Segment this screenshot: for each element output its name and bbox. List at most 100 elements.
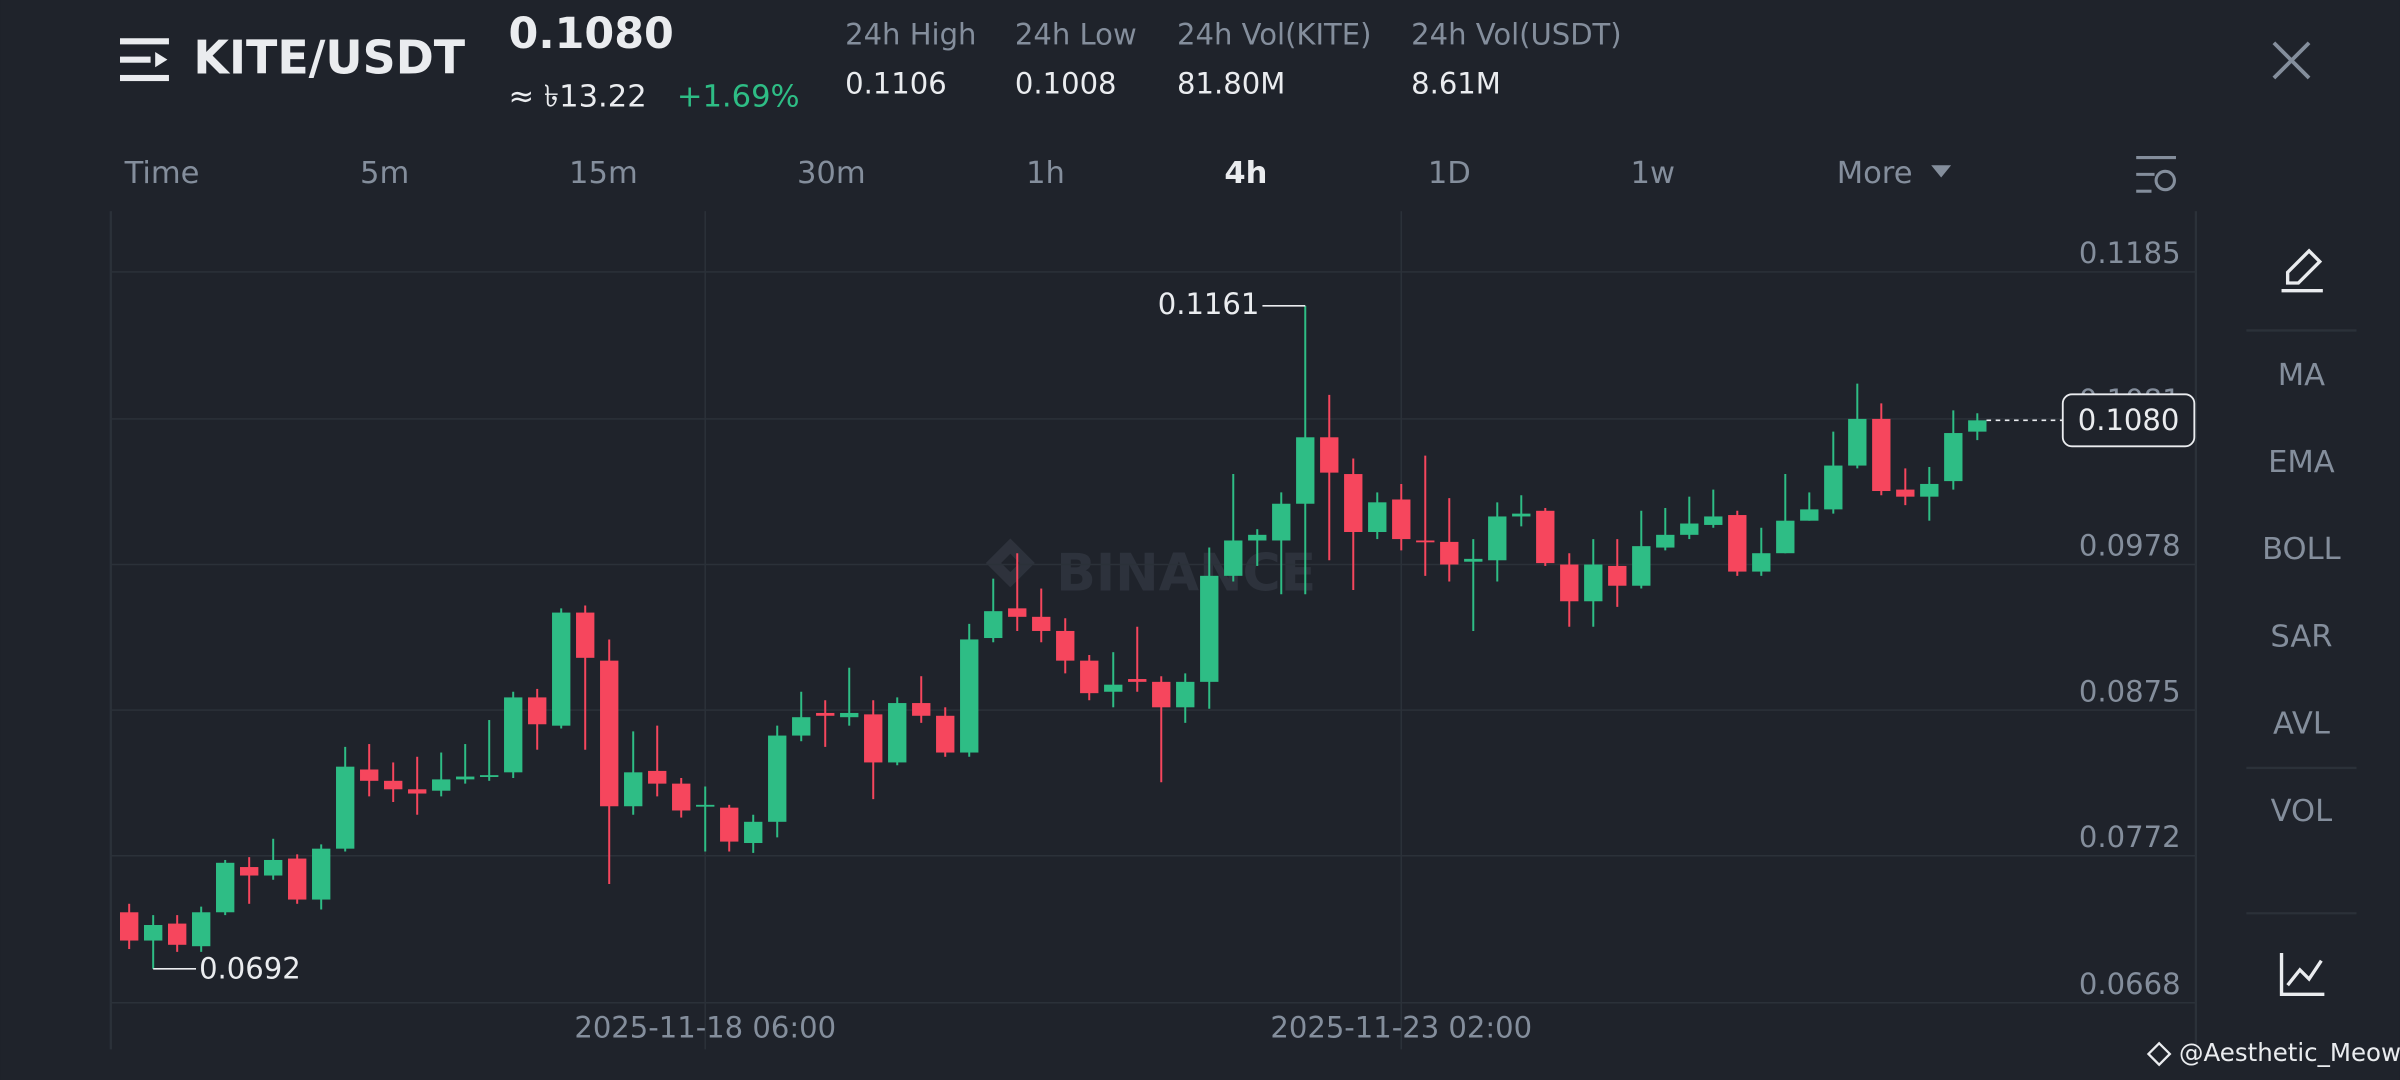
x-tick-label: 2025-11-18 06:00 [574, 1011, 836, 1045]
stat-label: 24h Vol(KITE) [1177, 18, 1371, 52]
candles [120, 305, 1987, 969]
candle-body [1464, 558, 1483, 562]
candle-body [1032, 616, 1051, 631]
indicator-button[interactable]: SAR [2270, 619, 2332, 654]
menu-bar [120, 74, 169, 82]
indicator-button[interactable]: MA [2278, 358, 2325, 393]
candle-body [1272, 503, 1291, 541]
menu-bar [120, 38, 169, 45]
min-label: 0.0692 [199, 951, 301, 985]
candle-body [1344, 474, 1363, 533]
candle-body [936, 715, 955, 753]
candle-body [1176, 681, 1195, 708]
indicator-list: MA EMA BOLL SAR AVL VOL [2262, 358, 2341, 829]
indicator-button[interactable]: AVL [2273, 707, 2330, 742]
candle-body [1896, 489, 1915, 497]
candle-body [1128, 679, 1147, 682]
candle-body [1656, 534, 1675, 548]
y-tick-label: 0.1185 [2079, 236, 2181, 270]
candle-body [1776, 520, 1795, 554]
candle-body [1944, 433, 1963, 482]
candle-body [768, 735, 787, 822]
y-tick-label: 0.0772 [2079, 820, 2181, 854]
interval-tab[interactable]: 1D [1428, 156, 1471, 191]
candle-body [1608, 565, 1627, 586]
chart-style-icon[interactable] [2279, 953, 2325, 997]
candle-body [264, 859, 283, 876]
interval-tab[interactable]: 1h [1026, 156, 1065, 191]
indicator-button[interactable]: VOL [2271, 794, 2333, 829]
candle-body [1416, 540, 1435, 543]
indicator-button[interactable]: BOLL [2262, 532, 2341, 567]
price-tag [2061, 393, 2196, 448]
stat-label: 24h Vol(USDT) [1411, 18, 1622, 52]
indicator-button[interactable]: EMA [2268, 445, 2335, 480]
candle-body [984, 611, 1003, 639]
candle-body [384, 780, 403, 790]
candle-body [408, 789, 427, 794]
candle-body [120, 912, 139, 941]
candle-body [552, 612, 571, 726]
y-tick-label: 0.0875 [2079, 674, 2181, 708]
candle-body [480, 775, 499, 777]
candle-body [360, 769, 379, 781]
close-button[interactable] [2272, 41, 2311, 80]
interval-tab[interactable]: 1w [1631, 156, 1675, 191]
price-tag-label: 0.1080 [2078, 403, 2180, 437]
grid: 0.11850.10810.09780.08750.07720.06682025… [110, 211, 2196, 1050]
menu-icon[interactable] [120, 38, 169, 82]
candle-body [168, 923, 187, 945]
candle-body [696, 804, 715, 807]
draw-tool[interactable] [2281, 248, 2323, 293]
candle-body [1392, 499, 1411, 540]
interval-tab[interactable]: More [1837, 156, 1913, 191]
candle-body [1920, 483, 1939, 497]
pair-name[interactable]: KITE/USDT [193, 31, 465, 85]
y-tick-label: 0.0668 [2079, 967, 2181, 1001]
watermark-logo [985, 538, 1035, 588]
interval-tab[interactable]: 15m [569, 156, 638, 191]
stat-value: 0.1106 [845, 67, 947, 101]
candle-body [1800, 509, 1819, 521]
candle-body [336, 766, 355, 849]
interval-tab[interactable]: 30m [797, 156, 866, 191]
interval-tab[interactable]: Time [124, 156, 200, 191]
credit-logo [2146, 1041, 2172, 1067]
candle-body [1704, 516, 1723, 525]
x-tick-label: 2025-11-23 02:00 [1270, 1011, 1532, 1045]
candle-body [1560, 564, 1579, 602]
pencil [2285, 248, 2323, 285]
candle-body [720, 807, 739, 842]
candle-body [1512, 513, 1531, 517]
candle-body [1080, 660, 1099, 694]
candle-body [456, 776, 475, 780]
icon-stroke [2154, 169, 2176, 192]
candle-body [144, 925, 163, 941]
stat-value: 8.61M [1411, 67, 1501, 101]
candle-body [600, 660, 619, 807]
candle-body [432, 779, 451, 791]
candle-body [648, 770, 667, 784]
candle-body [1152, 681, 1171, 708]
settings-icon[interactable] [2136, 156, 2176, 193]
y-tick-label: 0.0978 [2079, 529, 2181, 563]
candle-body [528, 697, 547, 725]
interval-tab[interactable]: 4h [1224, 156, 1267, 191]
max-label: 0.1161 [1158, 287, 1260, 321]
candle-body [1200, 575, 1219, 682]
price-change: +1.69% [677, 79, 800, 114]
menu-bar [120, 56, 151, 63]
candle-body [1296, 437, 1315, 504]
candle-body [1056, 630, 1075, 661]
candle-body [216, 862, 235, 913]
more-caret[interactable] [1931, 165, 1952, 178]
interval-tabs: Time 5m 15m 30m 1h 4h 1D 1w More [124, 156, 1913, 191]
candle-body [1008, 608, 1027, 617]
candle-body [1248, 534, 1267, 541]
close-stroke [2272, 41, 2311, 80]
interval-tab[interactable]: 5m [360, 156, 409, 191]
stat-value: 81.80M [1177, 67, 1285, 101]
candle-body [864, 714, 883, 763]
stat-label: 24h High [845, 18, 976, 52]
